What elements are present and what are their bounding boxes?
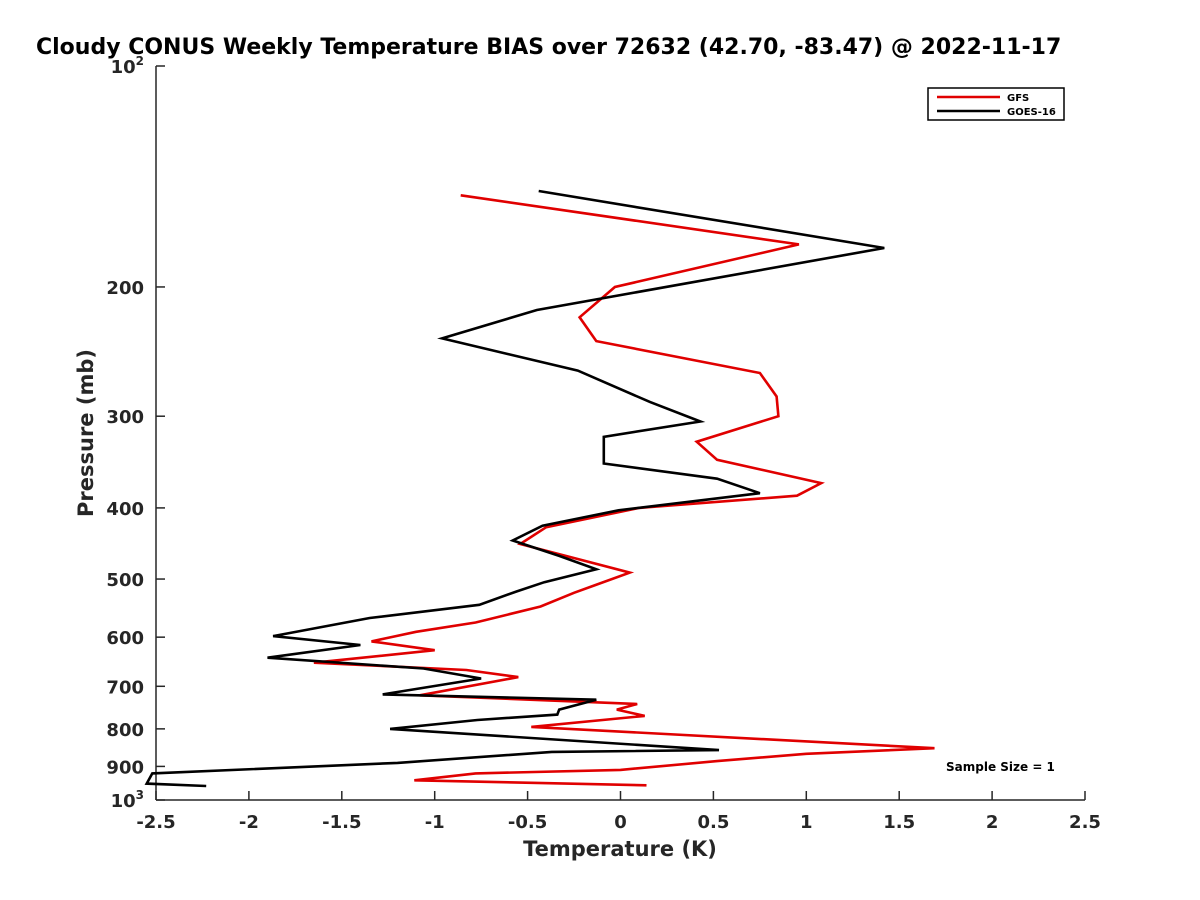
x-tick-label: 0: [614, 812, 627, 833]
x-tick-label: -1: [425, 812, 445, 833]
x-tick-label: -2.5: [136, 812, 175, 833]
legend-label-gfs: GFS: [1007, 93, 1029, 104]
y-tick-label: 400: [106, 499, 144, 520]
x-axis-ticks: -2.5 -2 -1.5 -1 -0.5 0 0.5 1 1.5 2 2.5: [136, 791, 1101, 833]
x-tick-label: 0.5: [697, 812, 729, 833]
legend: GFS GOES-16: [927, 87, 1065, 121]
series-lines: [144, 189, 935, 788]
series-line-gfs: [313, 194, 935, 787]
x-tick-label: -2: [239, 812, 259, 833]
series-line-goes16: [144, 189, 885, 788]
x-axis-label: Temperature (K): [523, 837, 717, 861]
x-tick-label: 2: [986, 812, 999, 833]
x-tick-label: 1: [800, 812, 813, 833]
x-tick-label: -0.5: [508, 812, 547, 833]
y-axis-ticks: 102 200 300 400 500 600 700 800 900 103: [106, 54, 165, 812]
y-tick-label: 900: [106, 757, 144, 778]
y-tick-label: 600: [106, 628, 144, 649]
y-tick-label: 700: [106, 677, 144, 698]
plot-area: -2.5 -2 -1.5 -1 -0.5 0 0.5 1 1.5 2 2.5 102 200 300 40…: [106, 54, 1101, 833]
y-tick-label: 103: [111, 788, 144, 812]
sample-size-annotation: Sample Size = 1: [946, 760, 1055, 774]
y-tick-label: 102: [111, 54, 144, 78]
legend-label-goes16: GOES-16: [1007, 107, 1056, 118]
x-tick-label: 2.5: [1069, 812, 1101, 833]
x-tick-label: 1.5: [883, 812, 915, 833]
y-tick-label: 200: [106, 278, 144, 299]
y-tick-label: 500: [106, 570, 144, 591]
y-tick-label: 800: [106, 720, 144, 741]
y-axis-label: Pressure (mb): [74, 349, 98, 517]
y-tick-label: 300: [106, 407, 144, 428]
chart-title: Cloudy CONUS Weekly Temperature BIAS ove…: [36, 35, 1061, 60]
legend-box: [927, 87, 1065, 121]
x-tick-label: -1.5: [322, 812, 361, 833]
